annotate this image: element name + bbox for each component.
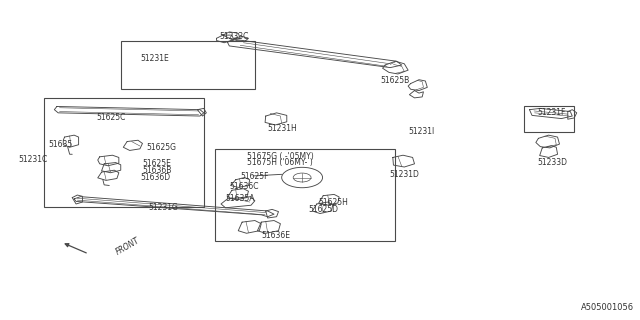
Text: 51675H ('06MY- ): 51675H ('06MY- ) <box>246 158 312 167</box>
Text: FRONT: FRONT <box>115 236 141 257</box>
Text: 51625F: 51625F <box>240 172 269 181</box>
Text: 51231H: 51231H <box>268 124 298 133</box>
Text: 51231D: 51231D <box>389 170 419 179</box>
Text: 51635A: 51635A <box>225 194 255 204</box>
Bar <box>524 107 574 132</box>
Text: 51636D: 51636D <box>140 173 170 182</box>
Text: 51625E: 51625E <box>143 159 172 168</box>
Text: A505001056: A505001056 <box>581 303 634 312</box>
Text: 51231F: 51231F <box>537 108 566 117</box>
Bar <box>214 149 396 241</box>
Text: 51231I: 51231I <box>408 127 435 136</box>
Text: 51231E: 51231E <box>140 53 169 62</box>
Text: 51625G: 51625G <box>147 143 176 152</box>
Text: 51636E: 51636E <box>261 231 291 240</box>
Text: 51675G ( -'05MY): 51675G ( -'05MY) <box>246 152 314 161</box>
Text: 51625D: 51625D <box>308 205 339 214</box>
Text: 51636B: 51636B <box>143 166 172 175</box>
Text: 51625C: 51625C <box>97 114 126 123</box>
Text: 51635: 51635 <box>49 140 73 149</box>
Text: 51233C: 51233C <box>219 32 248 41</box>
Text: 51625B: 51625B <box>381 76 410 85</box>
Text: 51233D: 51233D <box>537 158 567 167</box>
Bar <box>121 42 255 89</box>
Text: 51625H: 51625H <box>319 197 349 206</box>
Text: 51231G: 51231G <box>149 203 179 212</box>
Bar <box>44 98 204 207</box>
Text: 51636C: 51636C <box>229 182 259 191</box>
Text: 51231C: 51231C <box>19 155 48 164</box>
